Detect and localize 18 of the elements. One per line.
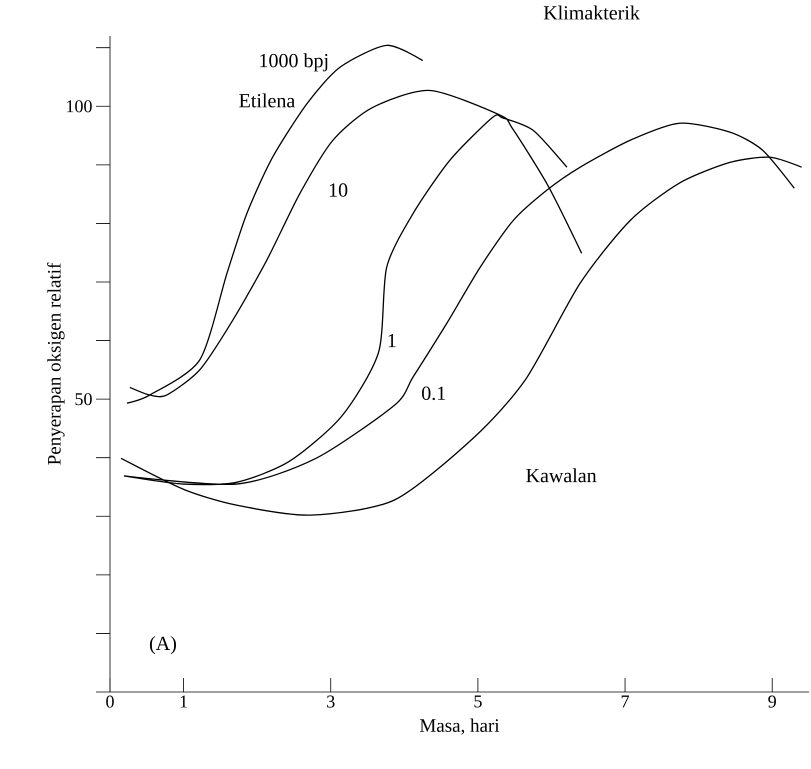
x-tick-label: 3: [327, 696, 335, 708]
x-axis-title: Masa, hari: [420, 718, 500, 735]
series-label: 1000 bpj: [260, 53, 328, 72]
x-tick-label: 5: [474, 696, 482, 708]
x-tick-label: 9: [768, 696, 776, 708]
x-tick-label: 7: [622, 696, 630, 708]
series-label: 0.1: [422, 386, 446, 400]
annotation: (A): [150, 636, 176, 654]
x-tick-label: 1: [180, 696, 187, 708]
series-label: 1: [388, 334, 396, 348]
text: Klimakterik: [544, 6, 640, 20]
y-tick-label: 50: [76, 393, 92, 406]
text: Kawalan: [526, 468, 596, 482]
series-label: 10: [330, 183, 348, 197]
y-axis-title: Penyerapan oksigen relatif: [47, 262, 65, 465]
annotation: Etilena: [239, 93, 295, 108]
x-tick-label: 0: [106, 696, 114, 708]
y-tick-label: 100: [67, 100, 92, 112]
